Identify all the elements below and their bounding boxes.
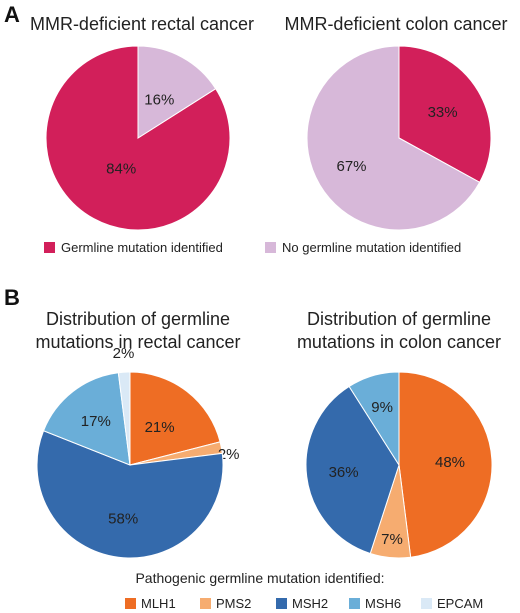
pie-label-msh6: 9% xyxy=(371,399,393,416)
legend-label-germline: Germline mutation identified xyxy=(61,240,223,255)
pie-chart-rectal: 84% 16% xyxy=(45,45,231,231)
legend-swatch-msh2 xyxy=(276,598,287,609)
pie-slice-msh6 xyxy=(348,371,400,467)
chart-title-colon: MMR-deficient colon cancer xyxy=(284,14,507,34)
legend-swatch-mlh1 xyxy=(125,598,136,609)
chart-title-colon-dist-line1: Distribution of germline xyxy=(307,309,491,329)
pie-slice-no-germline-mutation-identified xyxy=(306,45,481,231)
pie-chart-colon-distribution: 48% 7% 36% 9% xyxy=(305,371,493,559)
pie-slice-epcam xyxy=(117,371,131,466)
chart-title-colon-dist-line2: mutations in colon cancer xyxy=(297,332,501,352)
pie-slice-msh2 xyxy=(305,385,400,555)
legend-swatch-pms2 xyxy=(200,598,211,609)
pie-label-germline-mutation-identified: 84% xyxy=(106,161,136,178)
chart-title-rectal-dist-line1: Distribution of germline xyxy=(46,309,230,329)
pie-label-msh6: 17% xyxy=(81,413,111,430)
pie-label-no-germline-mutation-identified: 16% xyxy=(144,91,174,108)
panel-letter-a: A xyxy=(4,2,20,27)
pie-label-epcam: 2% xyxy=(113,345,135,362)
legend-label-msh2: MSH2 xyxy=(292,596,328,611)
legend-label-msh6: MSH6 xyxy=(365,596,401,611)
legend-panel-a: Germline mutation identified No germline… xyxy=(44,240,461,255)
pie-chart-colon: 33% 67% xyxy=(306,45,492,231)
pie-label-msh2: 58% xyxy=(108,511,138,528)
pie-slice-germline-mutation-identified xyxy=(398,45,492,183)
legend-swatch-msh6 xyxy=(349,598,360,609)
pie-slice-mlh1 xyxy=(398,371,493,558)
pie-label-pms2: 7% xyxy=(381,531,403,548)
chart-title-rectal-dist-line2: mutations in rectal cancer xyxy=(35,332,240,352)
chart-title-rectal: MMR-deficient rectal cancer xyxy=(30,14,254,34)
pie-label-no-germline-mutation-identified: 67% xyxy=(336,158,366,175)
legend-title: Pathogenic germline mutation identified: xyxy=(135,570,384,586)
legend-label-pms2: PMS2 xyxy=(216,596,251,611)
pie-slice-msh6 xyxy=(42,372,131,466)
pie-slice-msh2 xyxy=(36,430,224,559)
panel-letter-b: B xyxy=(4,285,20,310)
pie-label-mlh1: 21% xyxy=(145,419,175,436)
pie-chart-rectal-distribution: 21%2%58%17%2% xyxy=(36,345,240,559)
pie-label-mlh1: 48% xyxy=(435,454,465,471)
legend-swatch-germline xyxy=(44,242,55,253)
legend-swatch-epcam xyxy=(421,598,432,609)
legend-swatch-no-germline xyxy=(265,242,276,253)
pie-label-germline-mutation-identified: 33% xyxy=(428,104,458,121)
legend-panel-b: Pathogenic germline mutation identified:… xyxy=(125,570,483,611)
pie-slice-no-germline-mutation-identified xyxy=(137,45,217,139)
legend-label-no-germline: No germline mutation identified xyxy=(282,240,461,255)
legend-label-mlh1: MLH1 xyxy=(141,596,176,611)
legend-label-epcam: EPCAM xyxy=(437,596,483,611)
pie-label-msh2: 36% xyxy=(329,464,359,481)
pie-slice-mlh1 xyxy=(129,371,221,466)
